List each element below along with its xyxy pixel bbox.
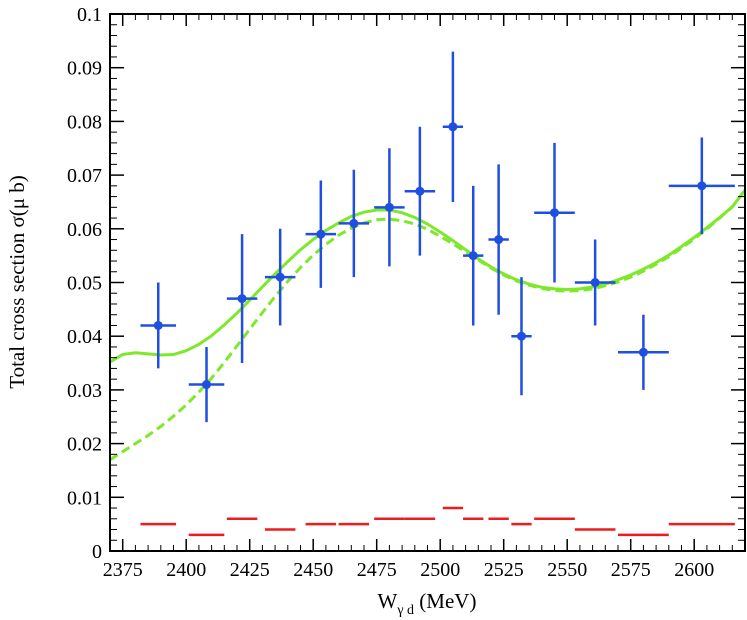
x-tick-label: 2575 <box>611 559 651 581</box>
data-marker <box>349 218 359 228</box>
data-point-9 <box>442 51 464 202</box>
data-marker <box>516 331 526 341</box>
data-point-15 <box>618 314 669 390</box>
x-tick-label: 2475 <box>357 559 397 581</box>
y-tick-label: 0.01 <box>67 487 102 509</box>
systematic-error-bars <box>140 506 735 537</box>
y-tick-label: 0.1 <box>77 4 102 26</box>
fit-curves <box>110 189 745 461</box>
fit-curve-solid <box>110 189 745 364</box>
data-marker <box>275 272 285 282</box>
x-tick-label: 2400 <box>166 559 206 581</box>
y-tick-label: 0.04 <box>67 326 102 348</box>
data-point-5 <box>305 180 337 288</box>
y-tick-label: 0.09 <box>67 58 102 80</box>
data-marker <box>202 380 212 390</box>
y-tick-label: 0.06 <box>67 219 102 241</box>
axis-ticks: 2375 2400 2425 2450 2475 2500 2525 2550 2575 2600… <box>67 4 746 581</box>
data-point-6 <box>338 169 370 278</box>
data-point-1 <box>140 282 177 369</box>
data-marker <box>153 320 163 330</box>
y-tick-label: 0 <box>92 541 102 563</box>
x-tick-label: 2500 <box>420 559 460 581</box>
x-tick-label: 2375 <box>103 559 143 581</box>
data-point-8 <box>404 126 436 256</box>
data-marker <box>638 347 648 357</box>
fit-curve-dashed <box>110 189 745 461</box>
data-marker <box>237 294 247 304</box>
data-marker <box>384 202 394 212</box>
data-point-16 <box>668 137 735 235</box>
y-tick-label: 0.08 <box>67 111 102 133</box>
data-marker <box>448 122 458 132</box>
x-axis-title: Wγ d (MeV) <box>378 589 477 618</box>
data-point-4 <box>264 228 296 326</box>
data-point-12 <box>511 277 532 396</box>
data-marker <box>494 235 504 245</box>
measurement-points <box>140 51 735 423</box>
x-tick-label: 2525 <box>484 559 524 581</box>
y-tick-label: 0.03 <box>67 380 102 402</box>
x-tick-label: 2425 <box>230 559 270 581</box>
x-tick-label: 2450 <box>293 559 333 581</box>
data-point-7 <box>374 148 405 267</box>
x-tick-label: 2600 <box>674 559 714 581</box>
data-marker <box>415 186 425 196</box>
y-tick-label: 0.05 <box>67 273 102 295</box>
data-marker <box>590 278 600 287</box>
data-point-2 <box>188 346 225 423</box>
y-tick-label: 0.02 <box>67 434 102 456</box>
data-marker <box>468 251 478 261</box>
data-point-13 <box>534 142 575 283</box>
plot-background <box>110 14 745 551</box>
data-point-11 <box>488 164 509 315</box>
y-tick-label: 0.07 <box>67 165 102 187</box>
data-point-3 <box>226 234 258 364</box>
data-marker <box>550 208 559 218</box>
y-axis-title: Total cross section σ(μ b) <box>5 175 29 389</box>
data-point-14 <box>574 239 616 326</box>
data-marker <box>697 181 707 191</box>
data-marker <box>316 229 326 239</box>
data-point-10 <box>463 185 484 326</box>
x-tick-label: 2550 <box>547 559 587 581</box>
